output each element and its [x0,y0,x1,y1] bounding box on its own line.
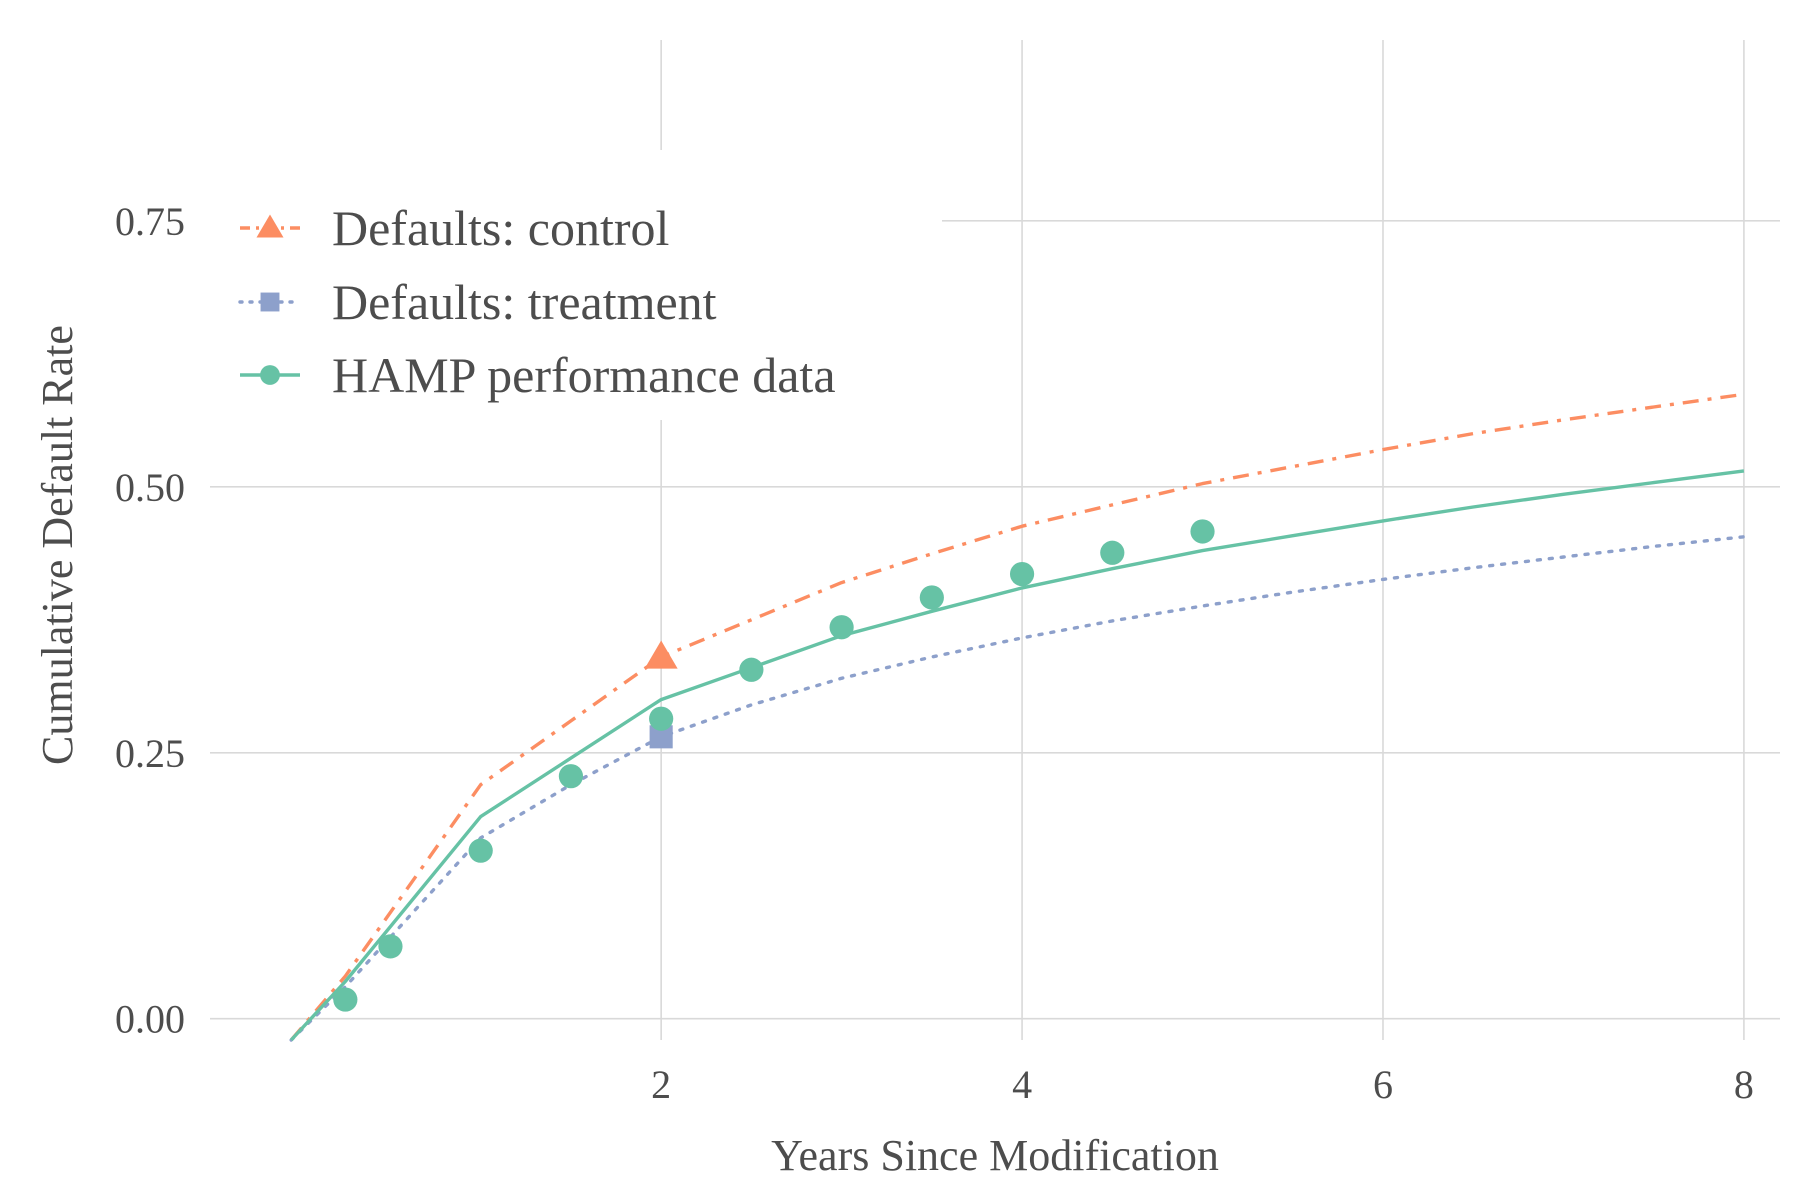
x-axis-title: Years Since Modification [771,1131,1219,1180]
data-point [558,764,584,789]
data-point [378,934,403,959]
series-defaults-treatment [289,535,1746,1042]
x-tick-label: 8 [1734,1062,1754,1107]
series-defaults-control [289,392,1745,1042]
legend: Defaults: control Defaults: treatment HAMP… [200,150,942,420]
data-point [919,585,944,610]
legend-key-marker [256,214,284,238]
x-tick-label: 2 [651,1062,671,1107]
tick-labels: 0.00 0.25 0.50 0.75 2 4 6 8 [115,199,1754,1107]
x-tick-label: 4 [1012,1062,1032,1107]
data-point [1190,519,1215,544]
series-layer [289,392,1746,1042]
series-line [289,469,1745,1042]
legend-entry: HAMP performance data [240,347,836,403]
series-line [289,535,1746,1042]
data-point [644,640,678,669]
series-line [289,392,1745,1042]
legend-entry: Defaults: control [240,200,669,256]
data-point [333,987,358,1012]
y-tick-label: 0.00 [115,997,185,1042]
data-point [649,725,673,749]
y-tick-label: 0.25 [115,731,185,776]
data-point [1009,561,1035,587]
legend-label: Defaults: treatment [332,274,717,330]
data-point [649,706,674,731]
data-point [468,838,493,863]
x-tick-label: 6 [1373,1062,1393,1107]
legend-label: Defaults: control [332,200,669,256]
legend-entry: Defaults: treatment [238,274,717,330]
y-tick-label: 0.50 [115,465,185,510]
series-hamp-performance-data [289,469,1745,1042]
legend-background [200,150,942,420]
legend-key-marker [260,365,280,385]
data-point [739,657,764,682]
legend-key-marker [260,292,280,312]
y-axis-title: Cumulative Default Rate [33,325,82,765]
data-point [1100,540,1125,565]
data-point [829,615,854,640]
legend-label: HAMP performance data [332,347,836,403]
y-tick-label: 0.75 [115,199,185,244]
